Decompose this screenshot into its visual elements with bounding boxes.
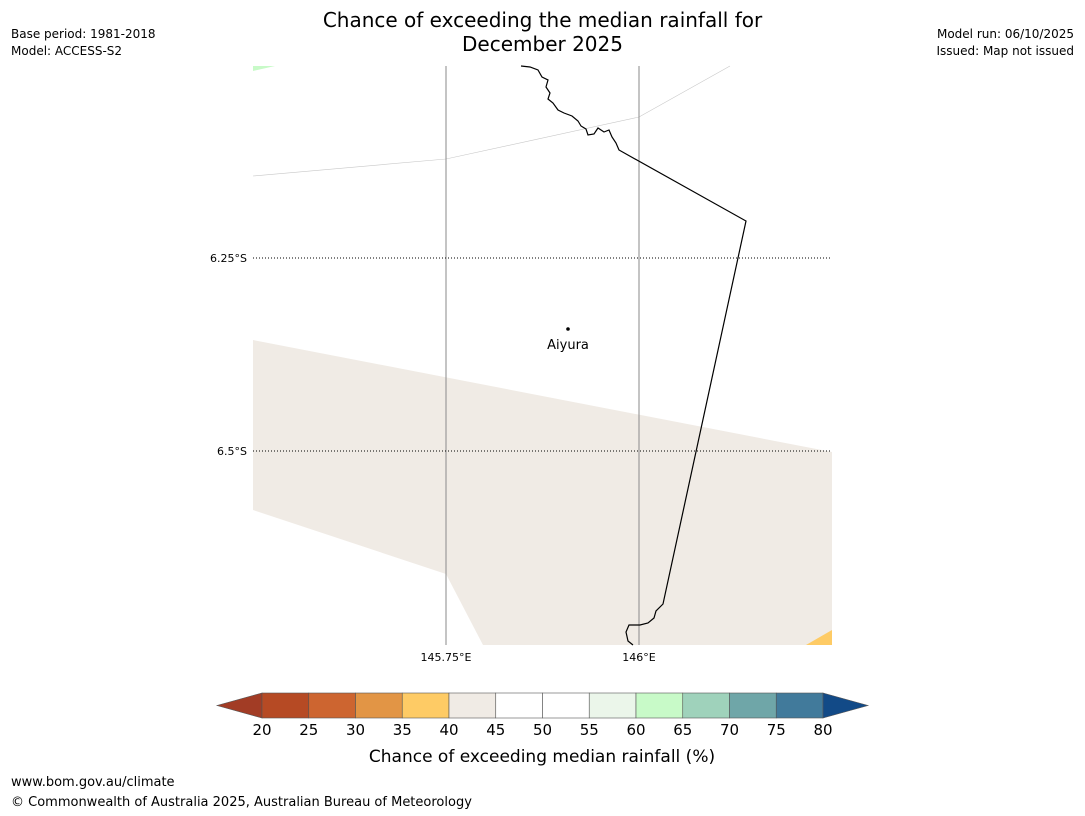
colorbar-tick-label: 75 [767,721,786,739]
lon-label-146: 146°E [622,651,655,664]
model-name: Model: ACCESS-S2 [11,44,123,58]
map-svg: Aiyura 6.25°S 6.5°S 145.75°E 146°E [210,65,832,664]
colorbar-extend-high [822,692,870,719]
aiyura-label: Aiyura [547,338,589,353]
province-boundary [252,65,731,177]
issued-status: Issued: Map not issued [936,44,1074,58]
lat-label-6-25: 6.25°S [210,252,247,265]
colorbar-tick-label: 65 [673,721,692,739]
colorbar-tick-label: 50 [533,721,552,739]
colorbar-segment [542,692,590,719]
region-35-40 [806,630,832,645]
colorbar-tick-label: 30 [346,721,365,739]
colorbar-segment [308,692,356,719]
base-period: Base period: 1981-2018 [11,27,156,41]
colorbar-segment [775,692,824,719]
colorbar-extend-low [215,692,263,719]
colorbar-segment [729,692,777,719]
meta-left: Base period: 1981-2018 Model: ACCESS-S2 [11,26,156,60]
aiyura-marker [566,327,570,331]
colorbar-segment [682,692,730,719]
colorbar-segment [635,692,684,719]
model-run: Model run: 06/10/2025 [936,27,1074,41]
colorbar-tick-label: 20 [252,721,271,739]
colorbar-title: Chance of exceeding median rainfall (%) [369,747,715,767]
colorbar-segment [401,692,450,719]
region-60-65 [253,66,275,71]
colorbar-tick-label: 25 [299,721,318,739]
map-title: Chance of exceeding the median rainfall … [0,8,1085,56]
colorbar-tick-label: 60 [626,721,645,739]
colorbar-segment [355,692,403,719]
colorbar-tick-label: 35 [393,721,412,739]
colorbar-segment [448,692,497,719]
colorbar: 20 25 30 35 40 45 50 55 60 65 70 75 80 Chance of exce… [215,692,870,767]
title-line-2: December 2025 [462,32,623,56]
colorbar-segment [495,692,543,719]
footer-url[interactable]: www.bom.gov.au/climate [11,775,175,790]
colorbar-tick-label: 40 [439,721,458,739]
colorbar-tick-label: 55 [580,721,599,739]
lon-label-145-75: 145.75°E [421,651,472,664]
colorbar-tick-label: 45 [486,721,505,739]
colorbar-tick-label: 80 [813,721,832,739]
colorbar-tick-label: 70 [720,721,739,739]
colorbar-segment [261,692,310,719]
region-40-45 [253,340,832,645]
coastline [520,65,747,646]
footer-copyright: © Commonwealth of Australia 2025, Austra… [11,795,472,810]
colorbar-segment [588,692,637,719]
title-line-1: Chance of exceeding the median rainfall … [322,8,763,32]
lat-label-6-5: 6.5°S [217,445,247,458]
meta-right: Model run: 06/10/2025 Issued: Map not is… [936,26,1074,60]
